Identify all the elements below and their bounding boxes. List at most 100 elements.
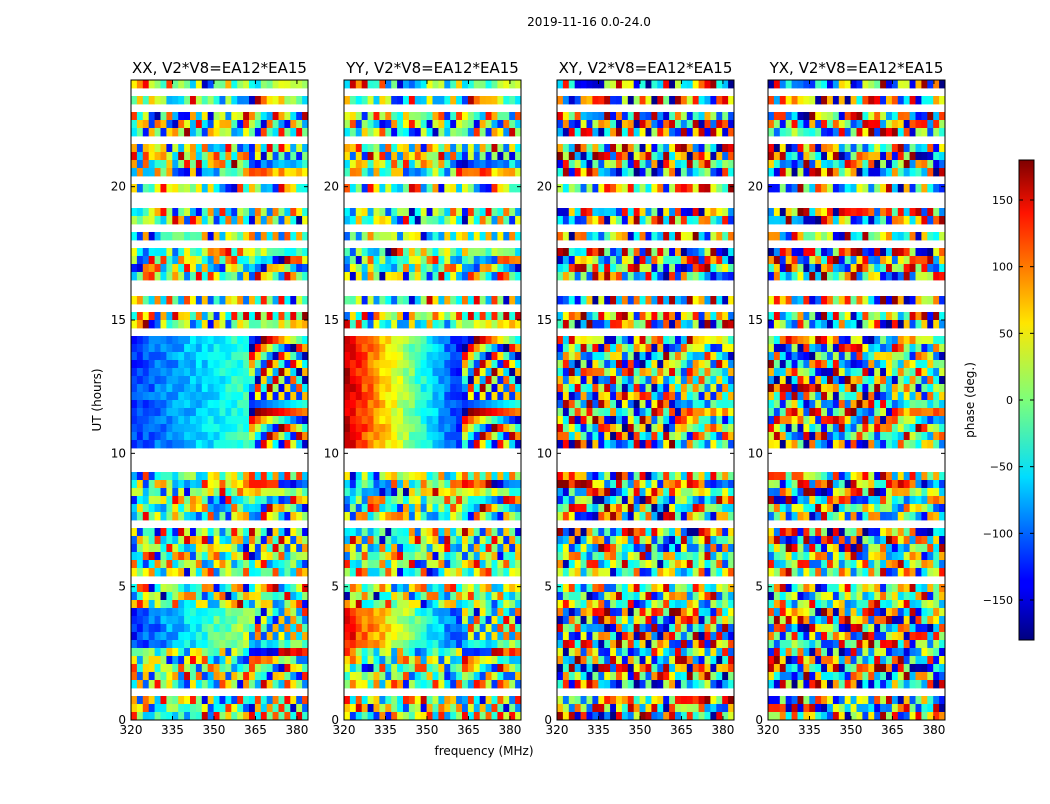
heat-cell bbox=[143, 112, 149, 120]
heat-cell bbox=[172, 168, 178, 176]
heat-cell bbox=[161, 424, 167, 432]
heat-cell bbox=[462, 440, 468, 448]
heat-cell bbox=[267, 320, 273, 328]
heat-cell bbox=[225, 320, 231, 328]
heat-cell bbox=[444, 312, 450, 320]
heat-cell bbox=[569, 496, 575, 504]
heat-cell bbox=[587, 472, 593, 480]
heat-cell bbox=[166, 504, 172, 512]
heat-cell bbox=[214, 568, 220, 576]
heat-cell bbox=[663, 360, 669, 368]
heat-cell bbox=[433, 256, 439, 264]
heat-cell bbox=[208, 400, 214, 408]
heat-cell bbox=[592, 344, 598, 352]
heat-cell bbox=[296, 336, 302, 344]
heat-cell bbox=[710, 320, 716, 328]
heat-cell bbox=[356, 600, 362, 608]
heat-cell bbox=[438, 216, 444, 224]
heat-cell bbox=[356, 344, 362, 352]
heat-cell bbox=[450, 704, 456, 712]
heat-cell bbox=[509, 384, 515, 392]
heat-cell bbox=[166, 184, 172, 192]
heat-cell bbox=[225, 168, 231, 176]
heat-cell bbox=[640, 472, 646, 480]
heat-cell bbox=[640, 512, 646, 520]
heat-cell bbox=[279, 664, 285, 672]
heat-cell bbox=[438, 80, 444, 88]
heat-cell bbox=[231, 496, 237, 504]
heat-cell bbox=[231, 128, 237, 136]
heat-cell bbox=[705, 480, 711, 488]
heat-cell bbox=[628, 512, 634, 520]
heat-cell bbox=[450, 592, 456, 600]
heat-cell bbox=[391, 168, 397, 176]
heat-cell bbox=[509, 416, 515, 424]
heat-cell bbox=[480, 432, 486, 440]
heat-cell bbox=[350, 608, 356, 616]
heat-cell bbox=[155, 712, 161, 720]
heat-cell bbox=[497, 144, 503, 152]
heat-cell bbox=[161, 400, 167, 408]
heat-cell bbox=[190, 640, 196, 648]
heat-cell bbox=[497, 616, 503, 624]
heat-cell bbox=[503, 312, 509, 320]
heat-cell bbox=[497, 80, 503, 88]
heat-cell bbox=[438, 600, 444, 608]
heat-cell bbox=[208, 536, 214, 544]
heat-cell bbox=[131, 440, 137, 448]
heat-cell bbox=[433, 296, 439, 304]
heat-cell bbox=[462, 160, 468, 168]
heat-cell bbox=[480, 168, 486, 176]
heat-cell bbox=[492, 696, 498, 704]
heat-cell bbox=[385, 432, 391, 440]
heat-cell bbox=[444, 680, 450, 688]
heat-cell bbox=[143, 144, 149, 152]
heat-cell bbox=[255, 368, 261, 376]
heat-cell bbox=[143, 96, 149, 104]
heat-cell bbox=[190, 424, 196, 432]
heat-cell bbox=[444, 480, 450, 488]
heat-cell bbox=[202, 80, 208, 88]
heat-cell bbox=[261, 264, 267, 272]
heat-cell bbox=[503, 296, 509, 304]
heat-cell bbox=[415, 360, 421, 368]
heat-cell bbox=[598, 320, 604, 328]
heat-cell bbox=[462, 472, 468, 480]
heat-cell bbox=[231, 616, 237, 624]
heat-cell bbox=[172, 664, 178, 672]
heat-cell bbox=[722, 320, 728, 328]
heat-cell bbox=[480, 440, 486, 448]
heat-cell bbox=[581, 488, 587, 496]
heat-cell bbox=[563, 160, 569, 168]
heat-cell bbox=[237, 384, 243, 392]
heat-cell bbox=[486, 120, 492, 128]
heat-cell bbox=[592, 256, 598, 264]
heat-cell bbox=[409, 416, 415, 424]
heat-cell bbox=[214, 504, 220, 512]
heat-cell bbox=[208, 656, 214, 664]
heat-cell bbox=[581, 424, 587, 432]
heat-cell bbox=[474, 256, 480, 264]
heat-cell bbox=[202, 608, 208, 616]
heat-cell bbox=[161, 432, 167, 440]
heat-cell bbox=[587, 128, 593, 136]
heat-cell bbox=[290, 376, 296, 384]
heat-cell bbox=[640, 392, 646, 400]
heat-cell bbox=[261, 296, 267, 304]
heat-cell bbox=[284, 680, 290, 688]
heat-cell bbox=[421, 504, 427, 512]
heat-cell bbox=[356, 608, 362, 616]
heat-cell bbox=[421, 296, 427, 304]
heat-cell bbox=[137, 96, 143, 104]
heat-cell bbox=[155, 416, 161, 424]
heat-cell bbox=[474, 152, 480, 160]
heat-cell bbox=[190, 144, 196, 152]
heat-cell bbox=[693, 256, 699, 264]
heat-cell bbox=[161, 256, 167, 264]
heat-cell bbox=[415, 704, 421, 712]
heat-cell bbox=[214, 616, 220, 624]
heat-cell bbox=[468, 624, 474, 632]
heat-cell bbox=[302, 592, 308, 600]
heat-cell bbox=[587, 400, 593, 408]
heat-cell bbox=[368, 216, 374, 224]
